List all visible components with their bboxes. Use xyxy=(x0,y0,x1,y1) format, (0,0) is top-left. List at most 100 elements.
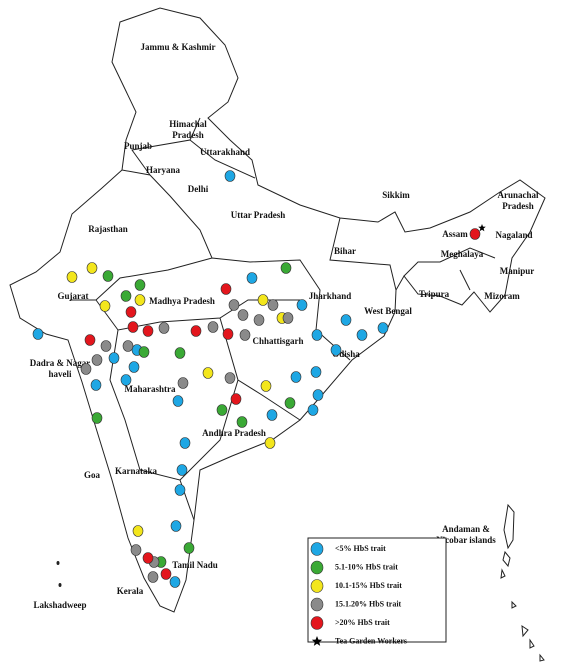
survey-dot xyxy=(190,325,202,337)
tea-garden-star xyxy=(478,224,486,232)
region-label: Madhya Pradesh xyxy=(149,296,215,306)
survey-dot xyxy=(32,328,44,340)
survey-dot xyxy=(122,340,134,352)
survey-dot xyxy=(132,525,144,537)
survey-dot xyxy=(134,294,146,306)
survey-dot xyxy=(172,395,184,407)
survey-dot xyxy=(253,314,265,326)
legend-label: <5% HbS trait xyxy=(335,544,386,553)
legend-label: >20% HbS trait xyxy=(335,618,390,627)
survey-dot xyxy=(80,363,92,375)
survey-dot xyxy=(237,309,249,321)
island xyxy=(500,550,545,662)
survey-dot xyxy=(179,437,191,449)
survey-dot xyxy=(91,412,103,424)
legend-symbol xyxy=(311,636,323,646)
survey-dot xyxy=(170,520,182,532)
survey-dot xyxy=(147,571,159,583)
region-label: Jharkhand xyxy=(309,291,352,301)
india-outline xyxy=(9,7,546,613)
survey-dot xyxy=(239,329,251,341)
survey-dot xyxy=(174,347,186,359)
survey-dot xyxy=(296,299,308,311)
region-label: Manipur xyxy=(500,266,535,276)
survey-dot xyxy=(102,270,114,282)
legend-symbol xyxy=(310,579,324,593)
survey-dot xyxy=(260,380,272,392)
region-label: Uttarakhand xyxy=(200,147,250,157)
legend-label: 5.1-10% HbS trait xyxy=(335,562,398,571)
survey-dot xyxy=(311,329,323,341)
survey-dot xyxy=(138,346,150,358)
survey-dot xyxy=(158,322,170,334)
survey-dot xyxy=(264,437,276,449)
outline xyxy=(9,7,546,662)
region-label: Nagaland xyxy=(495,230,532,240)
legend-symbol xyxy=(310,542,324,556)
survey-dot xyxy=(142,325,154,337)
survey-dot xyxy=(307,404,319,416)
survey-dot xyxy=(282,312,294,324)
survey-dot xyxy=(267,299,279,311)
region-label: West Bengal xyxy=(364,306,412,316)
survey-dot xyxy=(90,379,102,391)
survey-dot xyxy=(160,568,172,580)
region-label: Maharashtra xyxy=(125,384,176,394)
region-label: Jammu & Kashmir xyxy=(141,42,216,52)
survey-dot xyxy=(99,300,111,312)
survey-dot xyxy=(207,321,219,333)
region-label: Chhattisgarh xyxy=(252,336,303,346)
region-label: Kerala xyxy=(117,586,144,596)
region-label: Goa xyxy=(84,470,101,480)
region-label: Dadra & Nagar xyxy=(30,358,91,368)
legend-label: 10.1-15% HbS trait xyxy=(335,581,402,590)
survey-dot xyxy=(356,329,368,341)
survey-dot xyxy=(177,377,189,389)
survey-dot xyxy=(91,354,103,366)
region-label: Karnataka xyxy=(115,466,158,476)
legend-symbol xyxy=(310,560,324,575)
region-label: Lakshadweep xyxy=(33,600,86,610)
region-label: Meghalaya xyxy=(441,249,484,259)
survey-dot xyxy=(169,576,181,588)
region-label: Andaman & xyxy=(442,524,490,534)
survey-dot xyxy=(310,366,322,378)
survey-dot xyxy=(134,279,146,291)
island xyxy=(56,561,60,565)
survey-dot xyxy=(224,170,236,182)
survey-dot xyxy=(377,322,389,334)
region-label: Andhra Pradesh xyxy=(202,428,266,438)
region-label: Bihar xyxy=(334,246,356,256)
survey-dot xyxy=(266,409,278,421)
survey-dot xyxy=(183,542,195,554)
survey-dot xyxy=(284,397,296,409)
survey-dot xyxy=(174,484,186,496)
region-label: haveli xyxy=(48,369,72,379)
survey-dot xyxy=(330,344,342,356)
survey-dot xyxy=(84,334,96,346)
survey-dot xyxy=(100,340,112,352)
survey-dot xyxy=(236,416,248,428)
legend-symbol xyxy=(310,616,324,630)
survey-dot xyxy=(108,352,120,364)
region-label: Delhi xyxy=(188,184,209,194)
island xyxy=(503,503,515,550)
region-label: Odisha xyxy=(332,349,360,359)
region-label: Gujarat xyxy=(58,291,89,301)
survey-dot xyxy=(176,464,188,476)
survey-dot xyxy=(469,228,481,240)
survey-dot xyxy=(142,552,154,564)
region-label: Pradesh xyxy=(172,130,204,140)
legend-label: Tea Garden Workers xyxy=(335,636,407,645)
region-label: Tripura xyxy=(419,289,450,299)
survey-dot xyxy=(220,283,232,295)
survey-dot xyxy=(125,306,137,318)
region-label: Assam xyxy=(442,229,468,239)
state-border xyxy=(70,117,496,521)
region-label: Himachal xyxy=(169,119,207,129)
region-label: Uttar Pradesh xyxy=(231,210,286,220)
survey-dot xyxy=(230,393,242,405)
survey-dot xyxy=(257,294,269,306)
legend-box xyxy=(307,537,447,643)
